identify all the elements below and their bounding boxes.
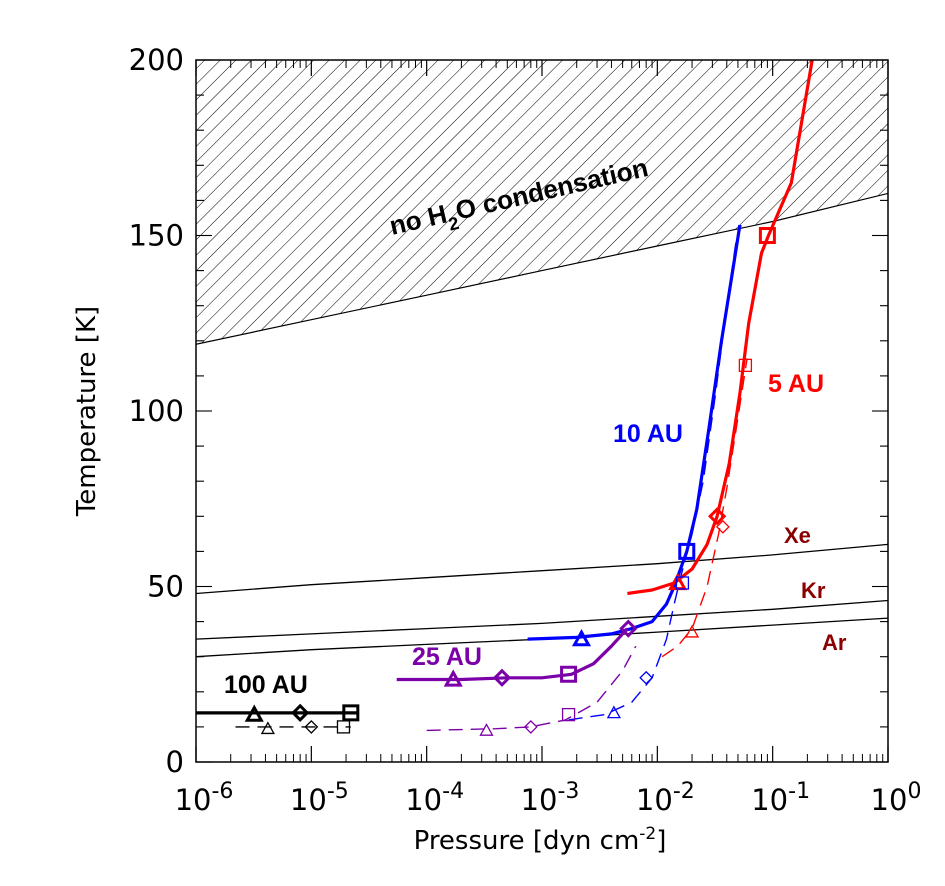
- series-10au-dashed: [568, 224, 742, 721]
- marker-10au-triangle: [571, 629, 592, 647]
- x-tick-label: 10-6: [175, 779, 234, 817]
- marker-5au-square-open: [738, 358, 753, 373]
- tick-labels: 10-6 10-5 10-4 10-3 10-2 10-1 100 0 50 100 150 200: [129, 43, 922, 817]
- series-label-10au: 10 AU: [613, 420, 683, 448]
- condensation-boundary: [196, 192, 888, 345]
- x-tick-label: 10-1: [751, 779, 810, 817]
- marker-100au-diamond-open: [304, 719, 319, 734]
- marker-10au-square: [678, 542, 696, 560]
- series-label-5au: 5 AU: [768, 370, 824, 398]
- marker-5au-triangle-open: [684, 624, 700, 638]
- condensation-curve-kr: [196, 599, 888, 640]
- marker-100au-triangle-open: [260, 721, 275, 735]
- marker-layer: [244, 227, 776, 736]
- no-condensation-region: [196, 60, 888, 345]
- marker-5au-square: [758, 227, 776, 244]
- gas-label-ar: Ar: [822, 630, 847, 655]
- y-axis-title: Temperature [K]: [72, 306, 102, 517]
- marker-25au-triangle: [443, 669, 463, 687]
- marker-25au-triangle-open: [479, 723, 494, 736]
- x-tick-label: 10-4: [405, 779, 464, 817]
- marker-5au-diamond-open: [715, 519, 730, 534]
- marker-10au-diamond-open: [639, 670, 654, 685]
- y-tick-label: 50: [147, 570, 184, 604]
- marker-25au-square: [560, 665, 578, 683]
- marker-5au-diamond: [708, 507, 727, 526]
- marker-10au-square-open: [675, 576, 690, 590]
- marker-100au-diamond: [291, 703, 310, 722]
- marker-25au-diamond: [492, 668, 512, 687]
- x-tick-label: 100: [871, 779, 922, 817]
- marker-25au-square-open: [561, 707, 576, 722]
- y-tick-label: 100: [129, 394, 184, 428]
- marker-100au-triangle: [244, 704, 264, 722]
- marker-25au-diamond-open: [523, 719, 538, 734]
- marker-25au-diamond: [619, 619, 638, 638]
- gas-label-xe: Xe: [784, 523, 811, 548]
- axis-ticks: [195, 59, 889, 763]
- series-label-25au: 25 AU: [412, 643, 482, 671]
- series-25au-solid: [396, 627, 629, 682]
- y-tick-label: 0: [166, 745, 184, 779]
- gas-label-kr: Kr: [801, 578, 826, 603]
- series-label-100au: 100 AU: [224, 671, 308, 699]
- y-tick-label: 200: [129, 43, 184, 77]
- series-25au-dashed: [426, 645, 637, 732]
- condensation-curve-xe: [196, 543, 888, 595]
- series-5au-dashed: [661, 358, 748, 658]
- marker-10au-triangle-open: [606, 705, 621, 719]
- y-tick-label: 150: [129, 219, 184, 253]
- x-tick-label: 10-2: [636, 779, 695, 817]
- x-tick-label: 10-3: [521, 779, 580, 817]
- marker-100au-square: [342, 704, 360, 722]
- x-tick-label: 10-5: [290, 779, 349, 817]
- x-axis-title: Pressure [dyn cm-2]: [414, 824, 667, 856]
- marker-100au-square-open: [336, 720, 351, 734]
- series-10au-solid: [527, 224, 742, 641]
